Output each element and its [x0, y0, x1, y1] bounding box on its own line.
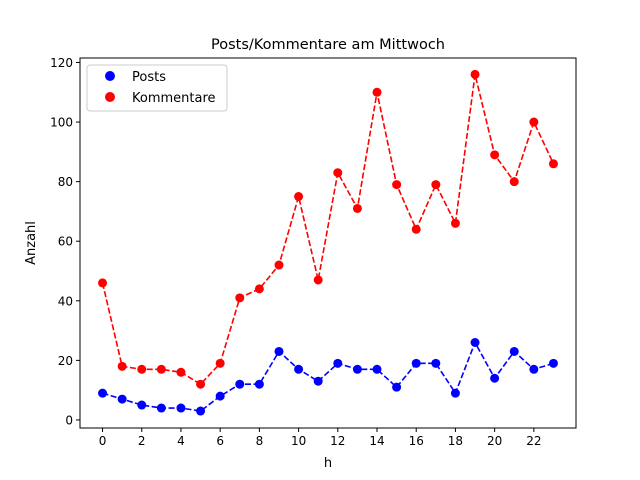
y-tick-label: 0: [65, 413, 73, 427]
x-tick-label: 16: [409, 434, 424, 448]
data-point-posts: [235, 379, 245, 389]
y-axis-label: Anzahl: [24, 221, 39, 265]
data-point-posts: [450, 388, 460, 398]
y-tick-label: 80: [58, 175, 73, 189]
data-point-posts: [509, 346, 519, 356]
data-point-kommentare: [372, 87, 382, 97]
data-point-kommentare: [450, 218, 460, 228]
data-point-posts: [392, 382, 402, 392]
data-point-kommentare: [509, 177, 519, 187]
x-tick-label: 0: [99, 434, 107, 448]
data-point-posts: [352, 364, 362, 374]
data-point-kommentare: [215, 358, 225, 368]
data-point-kommentare: [235, 293, 245, 303]
data-point-kommentare: [490, 150, 500, 160]
series-line-kommentare: [101, 74, 555, 386]
data-point-posts: [431, 358, 441, 368]
data-point-posts: [313, 376, 323, 386]
legend-marker-kommentare: [105, 92, 115, 102]
y-tick-label: 100: [50, 116, 73, 130]
data-point-kommentare: [176, 367, 186, 377]
x-tick-label: 6: [216, 434, 224, 448]
data-point-kommentare: [196, 379, 206, 389]
data-point-posts: [372, 364, 382, 374]
y-tick-label: 40: [58, 294, 73, 308]
data-point-posts: [294, 364, 304, 374]
data-point-posts: [548, 358, 558, 368]
data-point-posts: [411, 358, 421, 368]
x-tick-label: 22: [526, 434, 541, 448]
data-point-kommentare: [392, 180, 402, 190]
data-point-posts: [215, 391, 225, 401]
data-point-posts: [274, 346, 284, 356]
data-point-posts: [98, 388, 108, 398]
data-point-kommentare: [470, 69, 480, 79]
legend-marker-posts: [105, 71, 115, 81]
axes-frame: [79, 57, 577, 429]
data-point-posts: [470, 338, 480, 348]
data-point-kommentare: [548, 159, 558, 169]
data-point-kommentare: [294, 192, 304, 202]
data-point-kommentare: [411, 224, 421, 234]
x-tick-label: 10: [291, 434, 306, 448]
legend: Posts Kommentare: [86, 64, 228, 112]
series-line-posts: [102, 340, 554, 412]
data-point-kommentare: [529, 117, 539, 127]
data-point-kommentare: [274, 260, 284, 270]
data-point-kommentare: [156, 364, 166, 374]
data-point-kommentare: [98, 278, 108, 288]
data-point-posts: [156, 403, 166, 413]
x-axis-label: h: [324, 456, 332, 471]
legend-box: [86, 64, 228, 112]
data-point-posts: [333, 358, 343, 368]
data-point-kommentare: [431, 180, 441, 190]
y-tick-label: 20: [58, 354, 73, 368]
y-tick-label: 120: [50, 56, 73, 70]
data-point-kommentare: [313, 275, 323, 285]
data-point-kommentare: [137, 364, 147, 374]
x-tick-label: 14: [369, 434, 384, 448]
data-point-kommentare: [333, 168, 343, 178]
data-point-posts: [529, 364, 539, 374]
data-point-posts: [137, 400, 147, 410]
data-point-kommentare: [254, 284, 264, 294]
data-point-kommentare: [352, 203, 362, 213]
x-tick-label: 8: [256, 434, 264, 448]
data-point-posts: [117, 394, 127, 404]
data-point-posts: [196, 406, 206, 416]
chart-title: Posts/Kommentare am Mittwoch: [211, 37, 445, 53]
x-tick-label: 2: [138, 434, 146, 448]
x-tick-label: 20: [487, 434, 502, 448]
legend-label-posts: Posts: [132, 70, 166, 85]
x-tick-label: 4: [177, 434, 185, 448]
data-point-posts: [176, 403, 186, 413]
data-point-posts: [490, 373, 500, 383]
data-point-kommentare: [117, 361, 127, 371]
x-tick-label: 12: [330, 434, 345, 448]
legend-label-kommentare: Kommentare: [132, 91, 216, 106]
x-tick-label: 18: [448, 434, 463, 448]
y-tick-label: 60: [58, 235, 73, 249]
data-point-posts: [254, 379, 264, 389]
